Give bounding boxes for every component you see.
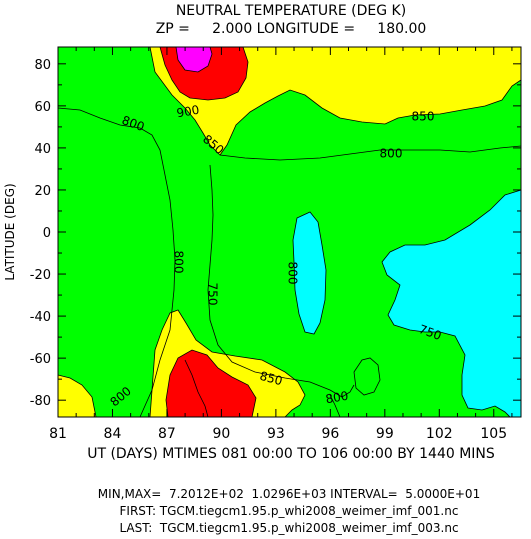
y-tick-label: 20 <box>34 184 51 199</box>
y-tick-label: 80 <box>34 58 51 73</box>
y-tick-label: 60 <box>34 100 51 115</box>
x-tick-label: 102 <box>426 426 453 442</box>
contour-label: 800 <box>380 147 403 161</box>
contour-label: 850 <box>258 369 284 388</box>
chart-title: NEUTRAL TEMPERATURE (DEG K) <box>176 3 406 19</box>
y-tick-label: 0 <box>43 226 51 241</box>
y-tick-label: -60 <box>30 352 51 367</box>
y-axis: 80 60 40 20 0 -20 -40 -60 -80 <box>30 58 521 409</box>
contour-line <box>184 359 209 418</box>
contour-line <box>329 394 341 418</box>
contour-label: 800 <box>172 251 186 274</box>
contour-label: 750 <box>206 283 220 306</box>
chart-subtitle: ZP = 2.000 LONGITUDE = 180.00 <box>156 21 427 37</box>
contour-line <box>219 145 522 161</box>
y-tick-label: 40 <box>34 142 51 157</box>
plot-area <box>57 46 522 418</box>
x-tick-label: 87 <box>158 426 176 442</box>
footer-last-file: LAST: TGCM.tiegcm1.95.p_whi2008_weimer_i… <box>119 521 458 535</box>
contour-label: 900 <box>175 103 200 121</box>
contour-label: 800 <box>286 262 300 285</box>
x-axis-label: UT (DAYS) MTIMES 081 00:00 TO 106 00:00 … <box>87 446 495 462</box>
x-tick-label: 105 <box>480 426 507 442</box>
magenta-region-top <box>175 46 213 73</box>
contour-line <box>353 357 381 396</box>
cyan-region-center <box>292 211 327 335</box>
x-tick-label: 84 <box>104 426 122 442</box>
footer-minmax: MIN,MAX= 7.2012E+02 1.0296E+03 INTERVAL=… <box>98 487 480 501</box>
contour-line <box>207 164 355 398</box>
y-tick-label: -80 <box>30 394 51 409</box>
contour-label: 800 <box>324 389 349 407</box>
x-tick-label: 96 <box>321 426 339 442</box>
x-axis: 81 84 87 90 93 96 99 102 105 <box>49 47 513 442</box>
x-tick-label: 93 <box>267 426 285 442</box>
x-tick-label: 90 <box>212 426 230 442</box>
contour-label: 850 <box>412 110 435 124</box>
y-tick-label: -40 <box>30 310 51 325</box>
y-tick-label: -20 <box>30 268 51 283</box>
contour-line <box>57 107 176 418</box>
y-axis-label: LATITUDE (DEG) <box>3 183 17 280</box>
cyan-region-right <box>381 189 522 418</box>
x-tick-label: 81 <box>49 426 67 442</box>
footer-first-file: FIRST: TGCM.tiegcm1.95.p_whi2008_weimer_… <box>120 504 459 518</box>
x-tick-label: 99 <box>376 426 394 442</box>
